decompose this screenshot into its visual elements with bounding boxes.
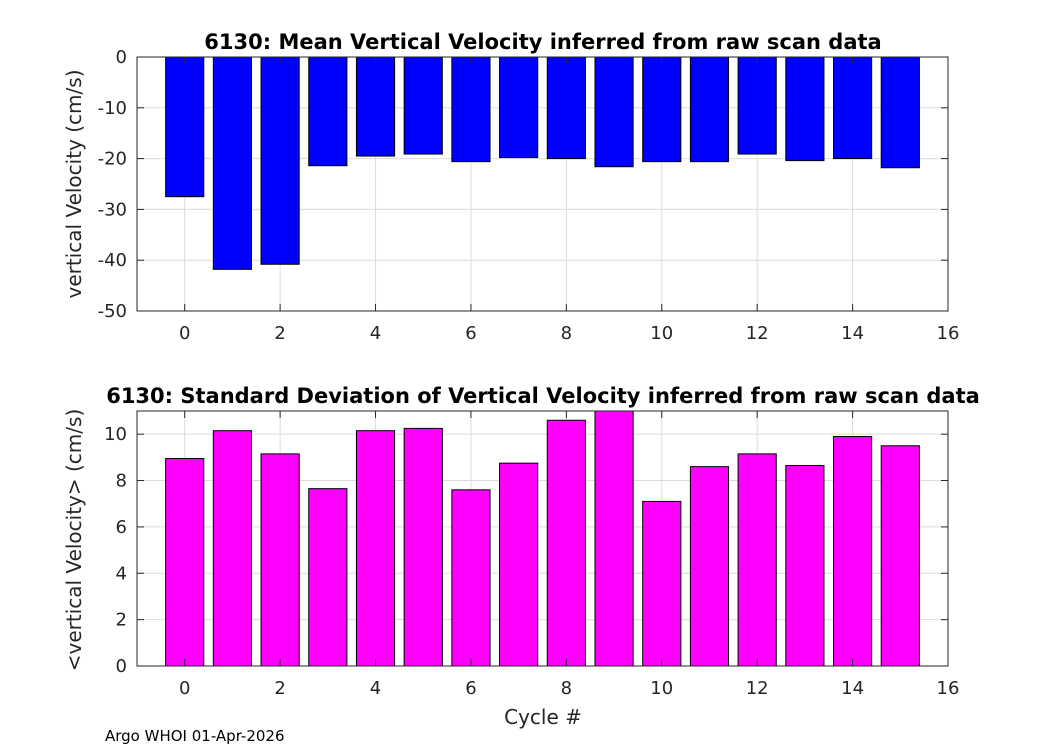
std-velocity-xtick-label: 14	[841, 678, 864, 699]
std-velocity-bar	[785, 464, 825, 667]
std-velocity-bar	[689, 466, 730, 667]
footer-credit: Argo WHOI 01-Apr-2026	[105, 727, 285, 745]
mean-velocity-bar	[546, 56, 586, 160]
mean-velocity-bar	[260, 56, 300, 265]
std-velocity-bar	[451, 489, 491, 667]
mean-velocity-xtick-label: 12	[746, 323, 769, 344]
std-velocity-xtick-label: 16	[937, 678, 960, 699]
mean-velocity-bar	[308, 56, 348, 167]
mean-velocity-xtick-label: 8	[561, 323, 572, 344]
mean-velocity-xtick-label: 4	[370, 323, 381, 344]
mean-velocity-axes-frame	[136, 56, 949, 312]
std-velocity-bar	[546, 419, 586, 667]
std-velocity-xtick-label: 4	[370, 678, 381, 699]
std-velocity-xtick-label: 10	[650, 678, 673, 699]
std-velocity-xtick-label: 2	[274, 678, 285, 699]
std-velocity-ticks: 0 2 4 6 8 10 12 14 16 0 2 4 6 8 10	[104, 411, 959, 699]
std-velocity-bar	[355, 430, 396, 667]
mean-velocity-bar	[355, 56, 396, 157]
mean-velocity-bar	[689, 56, 730, 163]
mean-velocity-xtick-label: 16	[937, 323, 960, 344]
std-velocity-title: 6130: Standard Deviation of Vertical Vel…	[106, 384, 980, 408]
mean-velocity-ytick-label: -20	[98, 149, 127, 170]
mean-velocity-xtick-label: 14	[841, 323, 864, 344]
std-velocity-xtick-label: 8	[561, 678, 572, 699]
mean-velocity-xtick-label: 6	[465, 323, 476, 344]
std-velocity-bar	[880, 445, 920, 667]
std-velocity-bar	[403, 427, 443, 667]
std-velocity-bar	[260, 453, 300, 667]
mean-velocity-bar	[499, 56, 539, 159]
std-velocity-xlabel: Cycle #	[504, 705, 582, 729]
mean-velocity-title: 6130: Mean Vertical Velocity inferred fr…	[204, 30, 881, 54]
mean-velocity-bar	[165, 56, 205, 198]
std-velocity-ytick-label: 0	[116, 656, 127, 677]
std-velocity-xtick-label: 12	[746, 678, 769, 699]
mean-velocity-ticks: 0 2 4 6 8 10 12 14 16 -50 -40 -30 -20 -10 0	[98, 47, 960, 344]
std-velocity-ylabel: <vertical Velocity> (cm/s)	[62, 409, 86, 672]
mean-velocity-chart: 0 2 4 6 8 10 12 14 16 -50 -40 -30 -20 -10 0 6130: Mean…	[62, 30, 959, 344]
std-velocity-ytick-label: 4	[116, 563, 127, 584]
std-velocity-bar	[308, 488, 348, 667]
mean-velocity-bar	[833, 56, 873, 160]
mean-velocity-bar	[212, 56, 252, 270]
std-velocity-xtick-label: 0	[179, 678, 190, 699]
mean-velocity-xtick-label: 2	[274, 323, 285, 344]
std-velocity-bars	[165, 410, 920, 667]
std-velocity-ytick-label: 6	[116, 517, 127, 538]
mean-velocity-ytick-label: -40	[98, 250, 127, 271]
mean-velocity-bar	[594, 56, 634, 168]
mean-velocity-grid	[137, 56, 949, 312]
std-velocity-bar	[642, 500, 682, 667]
std-velocity-bar	[212, 430, 252, 667]
mean-velocity-xtick-label: 10	[650, 323, 673, 344]
std-velocity-axes-frame	[136, 410, 949, 667]
mean-velocity-bar	[880, 56, 920, 169]
mean-velocity-bars	[165, 56, 920, 270]
mean-velocity-ytick-label: -10	[98, 98, 127, 119]
std-velocity-bar	[165, 458, 205, 667]
mean-velocity-bar	[403, 56, 443, 155]
mean-velocity-bar	[642, 56, 682, 163]
std-velocity-bar	[499, 462, 539, 667]
mean-velocity-ytick-label: 0	[116, 47, 127, 68]
std-velocity-ytick-label: 2	[116, 610, 127, 631]
mean-velocity-ytick-label: -50	[98, 301, 127, 322]
std-velocity-xtick-label: 6	[465, 678, 476, 699]
mean-velocity-bar	[451, 56, 491, 163]
std-velocity-ytick-label: 8	[116, 471, 127, 492]
mean-velocity-bar	[785, 56, 825, 162]
std-velocity-bar	[833, 436, 873, 667]
std-velocity-bar	[594, 410, 634, 667]
std-velocity-grid	[137, 411, 949, 667]
mean-velocity-ytick-label: -30	[98, 199, 127, 220]
mean-velocity-bar	[737, 56, 777, 155]
std-velocity-bar	[737, 453, 777, 667]
std-velocity-chart: 0 2 4 6 8 10 12 14 16 0 2 4 6 8 10 6130: Standard Devi…	[62, 384, 980, 729]
std-velocity-ytick-label: 10	[104, 424, 127, 445]
mean-velocity-xtick-label: 0	[179, 323, 190, 344]
mean-velocity-ylabel: vertical Velocity (cm/s)	[62, 70, 86, 299]
